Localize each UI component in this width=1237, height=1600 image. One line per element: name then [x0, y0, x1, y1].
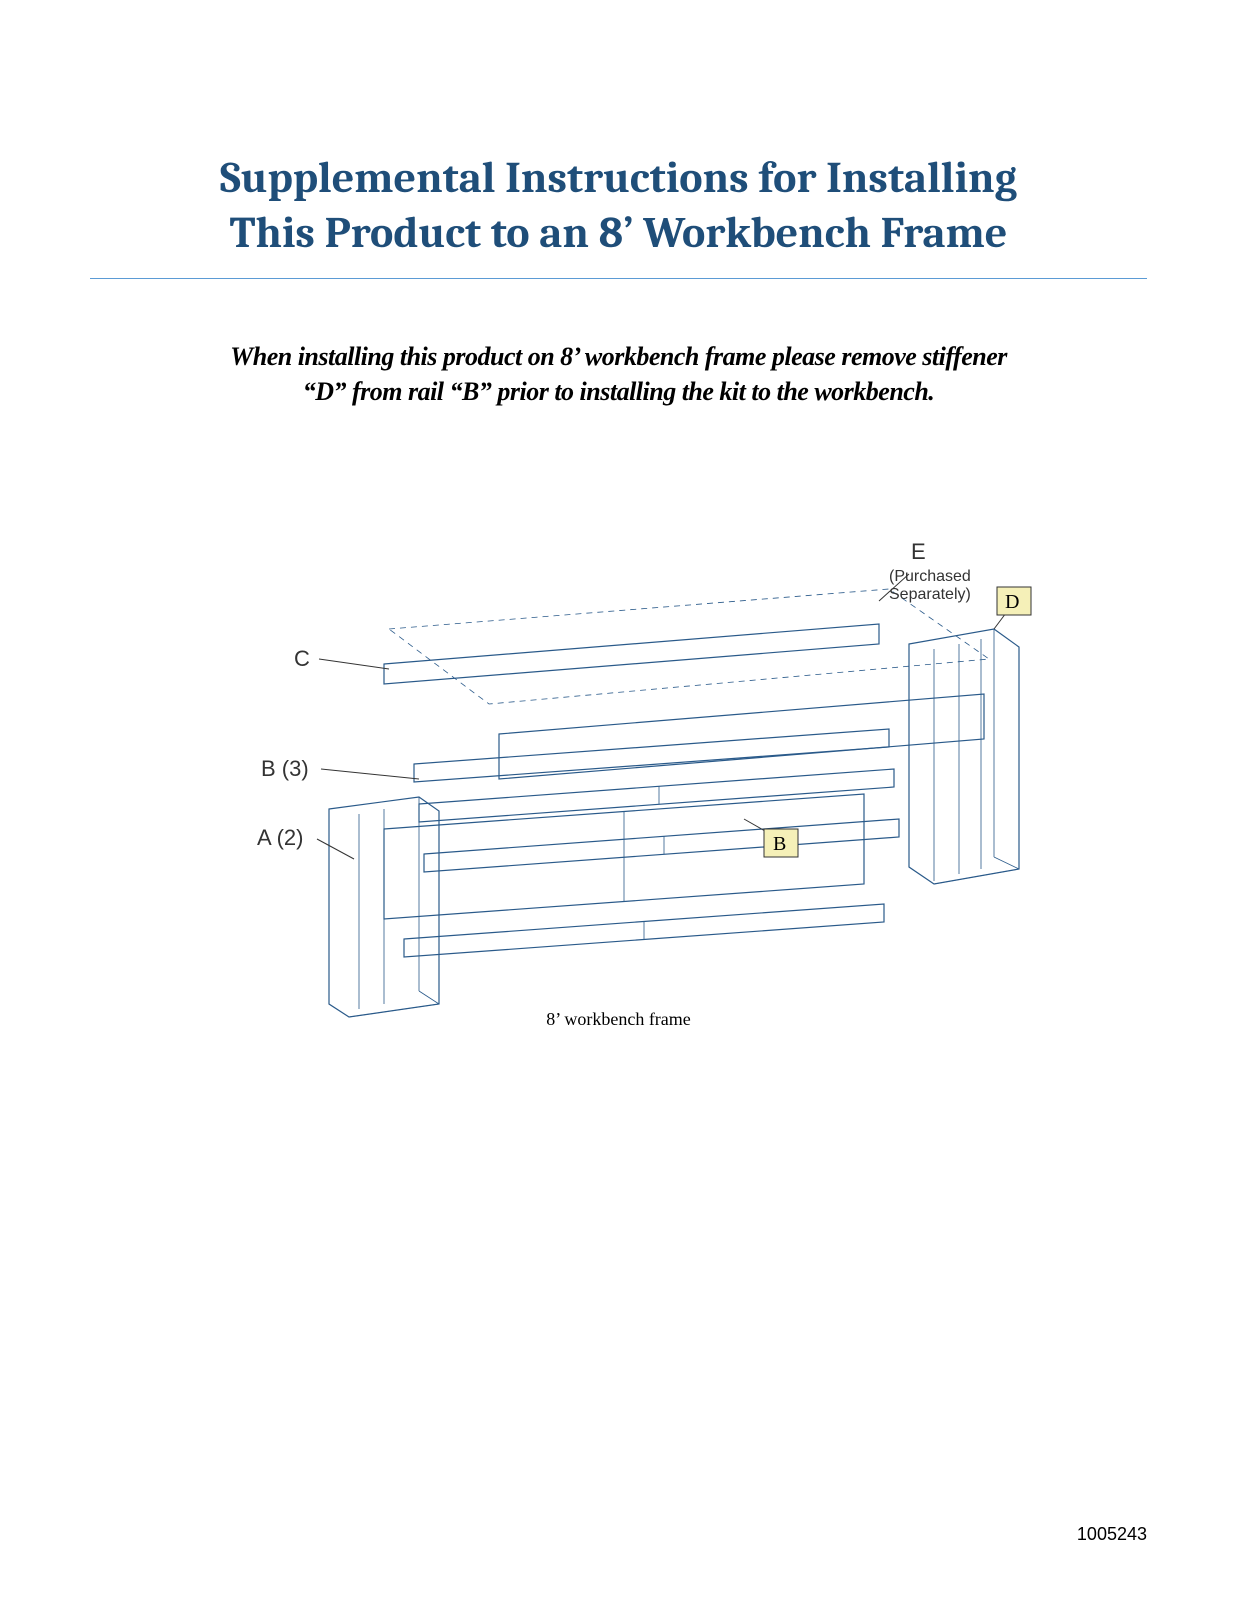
callout-d-text: D [1005, 591, 1019, 613]
page: Supplemental Instructions for Installing… [0, 0, 1237, 1600]
leader-a [317, 839, 354, 859]
label-e-note1: (Purchased [889, 568, 971, 585]
workbench-diagram: C B (3) A (2) E (Purchased Separately) D… [189, 529, 1049, 1049]
instruction-line-2: “D” from rail “B” prior to installing th… [303, 377, 935, 406]
part-d-right-leg [909, 629, 1019, 884]
label-c: C [294, 646, 310, 671]
instruction-line-1: When installing this product on 8’ workb… [230, 342, 1007, 371]
leader-b [321, 769, 419, 779]
label-a: A (2) [257, 825, 303, 850]
part-e-top [389, 589, 989, 704]
label-e: E [911, 539, 926, 564]
page-title: Supplemental Instructions for Installing… [90, 150, 1147, 279]
leader-c [319, 659, 389, 669]
title-line-2: This Product to an 8’ Workbench Frame [230, 207, 1008, 258]
diagram-container: C B (3) A (2) E (Purchased Separately) D… [90, 529, 1147, 1049]
part-c-rail [384, 624, 879, 684]
title-line-1: Supplemental Instructions for Installing [220, 152, 1017, 203]
back-stringer [499, 694, 984, 779]
callout-b: B [764, 829, 798, 857]
middle-rail-3 [424, 819, 899, 872]
label-e-note2: Separately) [889, 586, 971, 603]
callout-d: D [997, 587, 1031, 615]
callout-b-text: B [773, 833, 786, 855]
part-a-left-leg [329, 797, 439, 1017]
instruction-text: When installing this product on 8’ workb… [109, 339, 1129, 409]
document-number: 1005243 [1077, 1524, 1147, 1545]
label-b: B (3) [261, 756, 309, 781]
